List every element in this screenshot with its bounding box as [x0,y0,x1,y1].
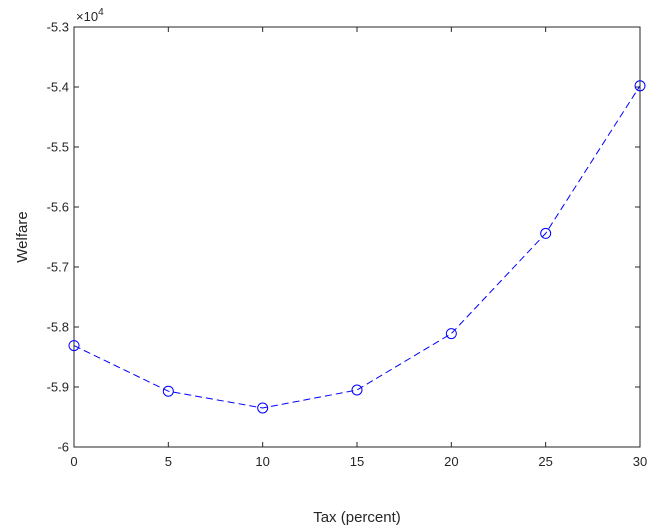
y-tick-label: -5.7 [47,260,69,275]
data-point-marker [68,340,80,352]
y-tick-label: -5.3 [47,20,69,35]
series-layer [68,80,646,414]
x-tick-label: 15 [350,454,364,469]
y-tick-label: -5.8 [47,320,69,335]
x-tick-label: 5 [165,454,172,469]
y-tick-label: -5.5 [47,140,69,155]
y-tick-label: -5.4 [47,80,69,95]
series-line [73,85,641,409]
data-point-marker [634,80,646,92]
y-exponent-power: 4 [98,7,104,18]
x-axis-title: Tax (percent) [313,509,401,526]
y-exponent-label: ×104 [76,7,104,24]
x-tick-label: 25 [538,454,552,469]
data-point-marker [257,402,269,414]
x-tick-label: 20 [444,454,458,469]
x-axis: 0 5 10 15 20 25 30 [70,27,647,469]
x-tick-label: 0 [70,454,77,469]
y-tick-label: -5.6 [47,200,69,215]
y-axis-title: Welfare [14,211,31,262]
data-point-marker [162,385,174,397]
y-axis: -6 -5.9 -5.8 -5.7 -5.6 -5.5 -5.4 -5.3 [47,20,640,455]
data-point-marker [445,328,457,340]
x-tick-label: 10 [255,454,269,469]
x-tick-label: 30 [633,454,647,469]
y-tick-label: -5.9 [47,380,69,395]
data-point-marker [540,227,552,239]
data-point-marker [351,384,363,396]
y-tick-label: -6 [57,440,69,455]
plot-area [73,26,641,448]
